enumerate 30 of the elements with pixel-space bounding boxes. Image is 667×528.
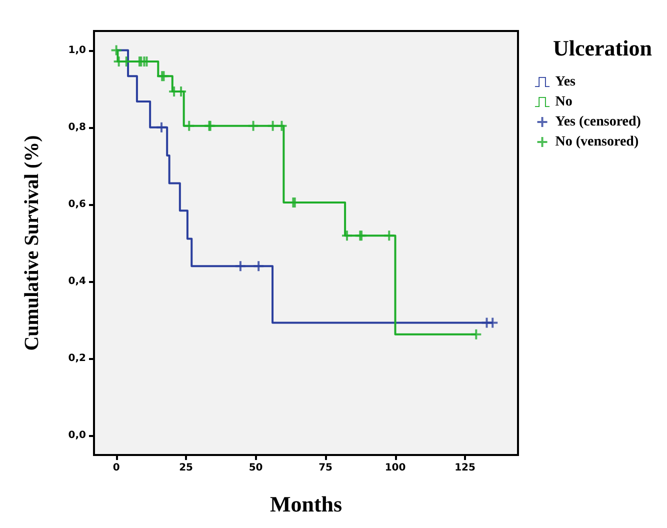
legend-label: No xyxy=(555,94,572,110)
y-tick-label: 1,0 xyxy=(68,44,86,56)
point xyxy=(384,230,394,241)
x-tick-label: 50 xyxy=(248,462,263,474)
x-tick-label: 25 xyxy=(179,462,194,474)
point xyxy=(254,261,264,272)
y-tick-label: 0,6 xyxy=(68,198,86,210)
x-axis-title: Months xyxy=(270,492,342,516)
legend-label: Yes (censored) xyxy=(555,114,642,130)
point xyxy=(248,120,258,131)
legend-label: Yes xyxy=(555,74,576,90)
point xyxy=(276,120,287,131)
point xyxy=(471,329,482,340)
point xyxy=(156,122,167,132)
x-tick-label: 0 xyxy=(112,462,120,474)
y-tick-label: 0,8 xyxy=(68,122,86,133)
point xyxy=(111,45,122,56)
point xyxy=(235,261,246,272)
x-tick-label: 75 xyxy=(318,462,333,474)
y-tick-label: 0,2 xyxy=(68,353,86,364)
point xyxy=(342,230,352,241)
y-tick-label: 0,4 xyxy=(68,276,86,288)
x-tick-label: 125 xyxy=(454,462,476,474)
legend-label: No (vensored) xyxy=(555,134,639,150)
point xyxy=(184,120,194,131)
x-tick-label: 100 xyxy=(384,462,406,474)
y-axis-title: Cumulative Survival (%) xyxy=(21,135,43,351)
point xyxy=(488,318,498,328)
y-tick-label: 0,0 xyxy=(68,430,86,442)
legend-title: Ulceration xyxy=(553,36,652,60)
